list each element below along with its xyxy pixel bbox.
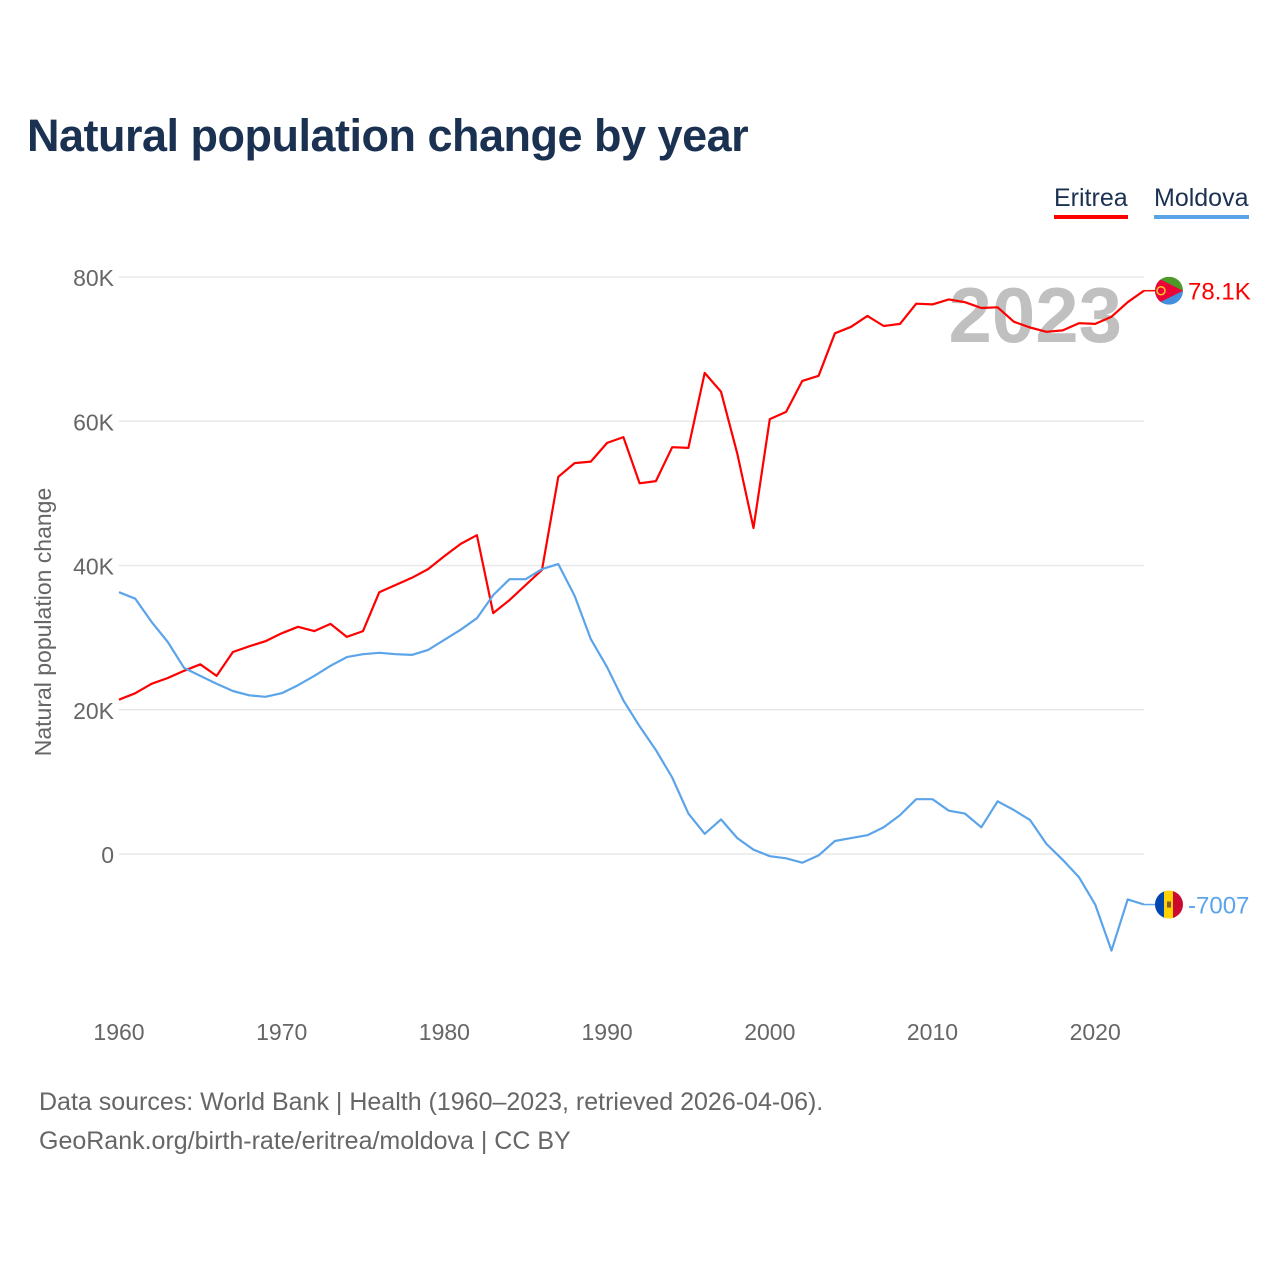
x-tick-label: 1980: [419, 1019, 470, 1045]
data-sources: Data sources: World Bank | Health (1960–…: [39, 1088, 824, 1116]
chart-title: Natural population change by year: [27, 110, 749, 161]
legend-item-moldova[interactable]: Moldova: [1154, 184, 1249, 219]
flag-moldova-icon: [1155, 890, 1183, 919]
x-tick-label: 2020: [1070, 1019, 1121, 1045]
x-tick-label: 1970: [256, 1019, 307, 1045]
y-tick-label: 0: [101, 842, 114, 868]
series-line-moldova: [118, 562, 1145, 952]
y-tick-label: 20K: [73, 698, 115, 724]
x-tick-label: 2000: [744, 1019, 795, 1045]
year-watermark: 2023: [948, 271, 1122, 359]
series-line-eritrea: [118, 289, 1145, 701]
flag-eritrea-icon: [1155, 276, 1183, 305]
y-tick-label: 80K: [73, 265, 115, 291]
y-axis-label: Natural population change: [30, 488, 56, 757]
credit-link[interactable]: GeoRank.org/birth-rate/eritrea/moldova |…: [39, 1127, 571, 1155]
x-tick-label: 2010: [907, 1019, 958, 1045]
legend-item-eritrea[interactable]: Eritrea: [1054, 184, 1128, 219]
end-value-label: -7007: [1188, 893, 1249, 920]
x-tick-label: 1960: [93, 1019, 144, 1045]
x-tick-label: 1990: [582, 1019, 633, 1045]
y-tick-label: 60K: [73, 409, 115, 435]
y-tick-label: 40K: [73, 554, 115, 580]
end-value-label: 78.1K: [1188, 279, 1251, 306]
